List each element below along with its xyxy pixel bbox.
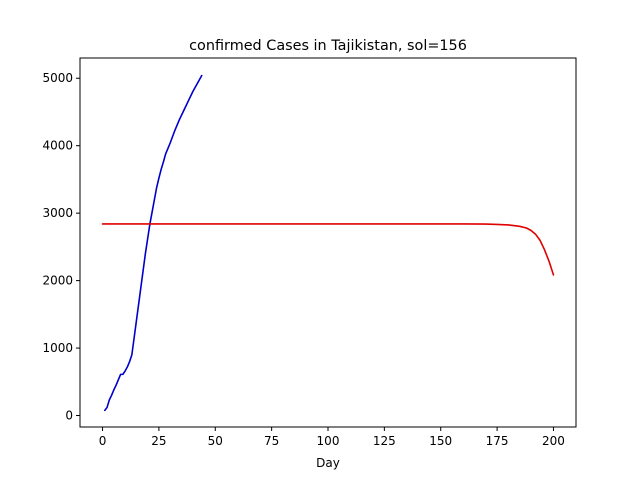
x-tick-label: 200 (542, 434, 565, 448)
y-tick-label: 1000 (42, 341, 73, 355)
y-tick-label: 5000 (42, 71, 73, 85)
x-tick-label: 75 (264, 434, 279, 448)
x-axis-ticks: 0 25 50 75 100 125 150 175 200 (99, 427, 565, 448)
x-tick-label: 175 (486, 434, 509, 448)
x-tick-label: 150 (429, 434, 452, 448)
y-tick-label: 3000 (42, 206, 73, 220)
x-tick-label: 50 (208, 434, 223, 448)
x-tick-label: 125 (373, 434, 396, 448)
x-tick-label: 0 (99, 434, 107, 448)
series-layer (101, 74, 555, 412)
x-tick-label: 25 (151, 434, 166, 448)
y-tick-label: 0 (65, 409, 73, 423)
y-tick-label: 2000 (42, 274, 73, 288)
chart-title: confirmed Cases in Tajikistan, sol=156 (189, 38, 467, 54)
x-axis-label: Day (316, 456, 340, 470)
series-line-2 (101, 223, 555, 276)
y-axis-ticks: 0 1000 2000 3000 4000 5000 (42, 71, 80, 423)
series-line-1 (104, 74, 203, 412)
y-tick-label: 4000 (42, 139, 73, 153)
x-tick-label: 100 (317, 434, 340, 448)
